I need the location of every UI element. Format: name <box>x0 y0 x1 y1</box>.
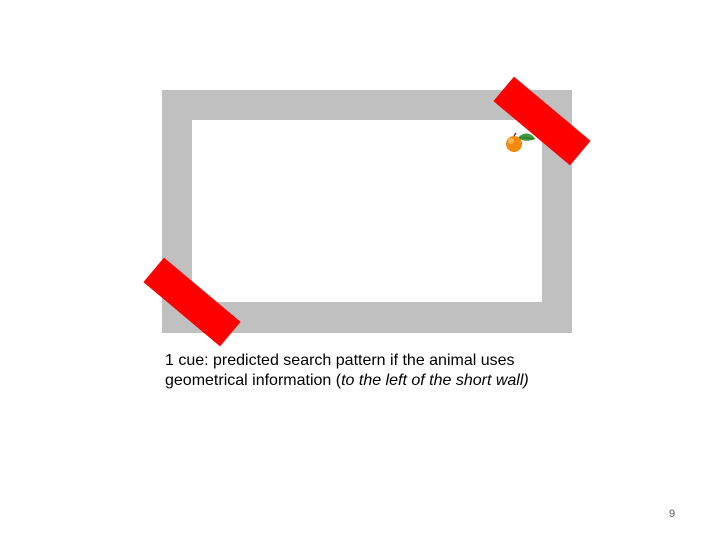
orange-icon <box>506 132 536 152</box>
red-marker-bottom-left <box>143 257 241 347</box>
caption-line-1: 1 cue: predicted search pattern if the a… <box>165 352 515 369</box>
slide-number: 9 <box>668 508 676 520</box>
red-marker-top-right <box>493 76 591 166</box>
caption-line-2-italic: to the left of the short wall) <box>341 372 529 389</box>
caption-line-2-prefix: geometrical information ( <box>165 372 342 389</box>
caption: 1 cue: predicted search pattern if the a… <box>165 351 645 391</box>
caption-line-2: geometrical information (to the left of … <box>165 371 645 391</box>
arena-floor <box>192 120 542 302</box>
